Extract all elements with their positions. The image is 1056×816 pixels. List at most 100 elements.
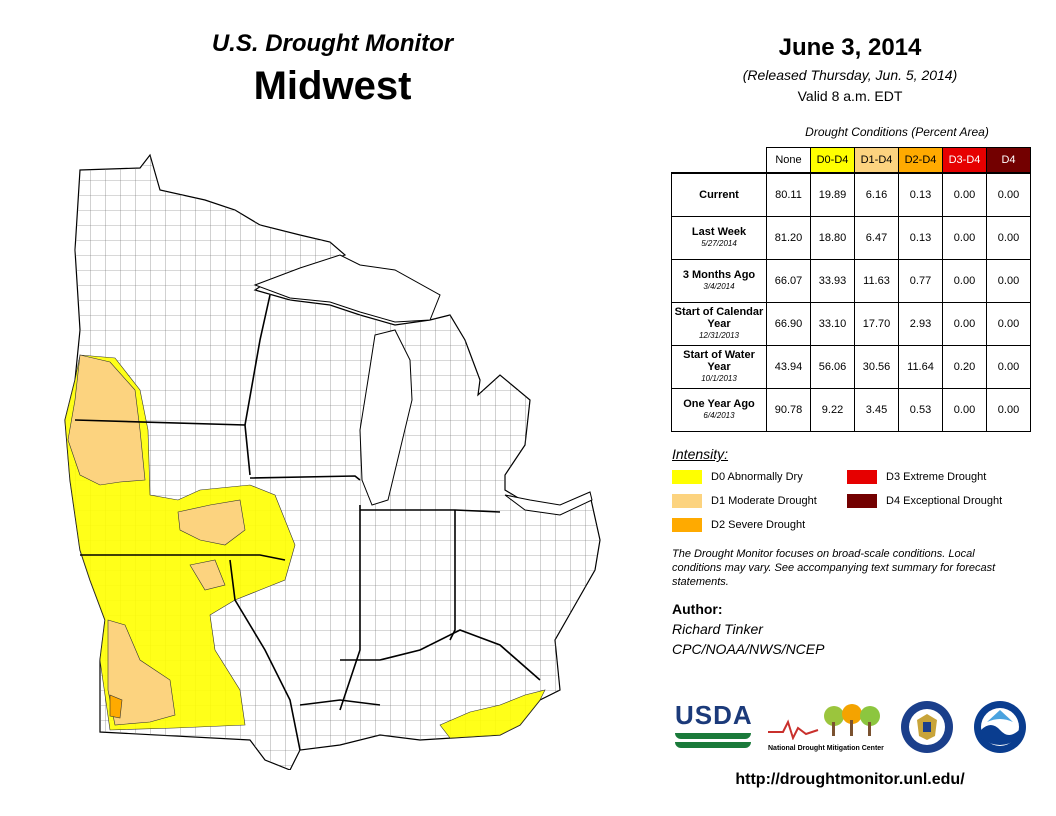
doc-seal-icon [901, 701, 953, 753]
row-label-text: Last Week [691, 226, 747, 238]
row-label: Current [671, 172, 767, 217]
conditions-table: None D0-D4 D1-D4 D2-D4 D3-D4 D4 Current 80.11 1… [671, 147, 1031, 432]
table-cell: 0.00 [942, 259, 987, 303]
lake-erie [504, 491, 593, 516]
valid-time: Valid 8 a.m. EDT [797, 88, 903, 104]
legend-label: D0 Abnormally Dry [711, 471, 803, 483]
column-header: None [766, 147, 811, 174]
row-label: One Year Ago 6/4/2013 [671, 388, 767, 432]
author-org: CPC/NOAA/NWS/NCEP [672, 641, 825, 657]
legend-item: D2 Severe Drought [672, 518, 805, 532]
table-cell: 0.00 [942, 172, 987, 217]
table-corner [672, 148, 767, 174]
table-cell: 56.06 [810, 345, 855, 389]
table-cell: 90.78 [766, 388, 811, 432]
table-cell: 11.64 [898, 345, 943, 389]
table-row: Last Week 5/27/2014 81.20 18.80 6.47 0.13 0.00… [671, 216, 1031, 260]
table-cell: 0.13 [898, 172, 943, 217]
legend-swatch [672, 494, 702, 508]
table-cell: 43.94 [766, 345, 811, 389]
conditions-caption: Drought Conditions (Percent Area) [805, 125, 989, 139]
state-borders [74, 294, 501, 751]
table-cell: 33.93 [810, 259, 855, 303]
table-row: Start of Calendar Year 12/31/2013 66.90 33.… [671, 302, 1031, 346]
table-cell: 30.56 [854, 345, 899, 389]
table-cell: 6.16 [854, 172, 899, 217]
table-cell: 11.63 [854, 259, 899, 303]
table-cell: 18.80 [810, 216, 855, 260]
legend-label: D3 Extreme Drought [886, 471, 987, 483]
release-date: (Released Thursday, Jun. 5, 2014) [742, 67, 958, 83]
legend-item: D0 Abnormally Dry [672, 470, 803, 484]
row-label-text: 3 Months Ago [682, 269, 756, 281]
table-cell: 0.00 [942, 216, 987, 260]
table-cell: 33.10 [810, 302, 855, 346]
table-cell: 0.13 [898, 216, 943, 260]
table-row: One Year Ago 6/4/2013 90.78 9.22 3.45 0.53 0.0… [671, 388, 1031, 432]
table-row: Current 80.11 19.89 6.16 0.13 0.00 0.00 [671, 172, 1031, 217]
row-label-text: One Year Ago [683, 398, 755, 410]
column-header: D3-D4 [942, 147, 987, 174]
table-cell: 66.07 [766, 259, 811, 303]
table-cell: 0.00 [942, 388, 987, 432]
drought-map [64, 153, 601, 770]
ndmc-trees-icon [768, 704, 880, 741]
author-name: Richard Tinker [672, 621, 763, 637]
table-cell: 81.20 [766, 216, 811, 260]
table-cell: 0.00 [986, 345, 1031, 389]
d1-region-central [189, 559, 226, 591]
table-cell: 0.00 [986, 388, 1031, 432]
legend-label: D4 Exceptional Drought [886, 495, 1003, 507]
row-date: 10/1/2013 [701, 374, 737, 383]
column-header: D0-D4 [810, 147, 855, 174]
d2-region [109, 694, 123, 719]
table-cell: 9.22 [810, 388, 855, 432]
row-label-text: Start of Water Year [683, 349, 755, 373]
monitor-title: U.S. Drought Monitor [211, 30, 454, 57]
table-cell: 0.00 [986, 302, 1031, 346]
legend-item: D4 Exceptional Drought [847, 494, 1002, 508]
table-cell: 0.77 [898, 259, 943, 303]
column-header: D2-D4 [898, 147, 943, 174]
table-cell: 3.45 [854, 388, 899, 432]
row-label: Start of Water Year 10/1/2013 [671, 345, 767, 389]
legend-label: D2 Severe Drought [711, 519, 806, 531]
disclaimer-note: The Drought Monitor focuses on broad-sca… [672, 548, 996, 588]
row-date: 6/4/2013 [703, 411, 735, 420]
author-heading: Author: [672, 601, 723, 617]
table-cell: 6.47 [854, 216, 899, 260]
row-label: Start of Calendar Year 12/31/2013 [671, 302, 767, 346]
table-cell: 0.00 [986, 216, 1031, 260]
table-cell: 0.20 [942, 345, 987, 389]
d0-region-southeast [439, 689, 546, 739]
row-label-text: Current [699, 189, 739, 201]
map-date: June 3, 2014 [778, 34, 922, 61]
table-cell: 66.90 [766, 302, 811, 346]
table-cell: 0.00 [942, 302, 987, 346]
usda-logo: USDA [675, 700, 752, 755]
d1-region-iowa [177, 499, 246, 546]
legend-title: Intensity: [672, 446, 729, 462]
noaa-logo-icon [974, 701, 1026, 753]
river-borders [340, 629, 541, 681]
table-cell: 17.70 [854, 302, 899, 346]
website-url[interactable]: http://droughtmonitor.unl.edu/ [735, 771, 965, 788]
table-cell: 19.89 [810, 172, 855, 217]
legend-swatch [847, 470, 877, 484]
table-cell: 0.00 [986, 259, 1031, 303]
legend-item: D1 Moderate Drought [672, 494, 817, 508]
table-row: 3 Months Ago 3/4/2014 66.07 33.93 11.63 0.77 0… [671, 259, 1031, 303]
row-label: 3 Months Ago 3/4/2014 [671, 259, 767, 303]
column-header: D1-D4 [854, 147, 899, 174]
legend-label: D1 Moderate Drought [711, 495, 817, 507]
table-cell: 0.53 [898, 388, 943, 432]
row-label-text: Start of Calendar Year [674, 306, 764, 330]
row-date: 3/4/2014 [703, 282, 735, 291]
ndmc-logo: National Drought Mitigation Center [768, 700, 886, 755]
table-cell: 2.93 [898, 302, 943, 346]
d1-region-north [67, 354, 146, 486]
legend-swatch [672, 470, 702, 484]
table-row: Start of Water Year 10/1/2013 43.94 56.06 30… [671, 345, 1031, 389]
table-cell: 0.00 [986, 172, 1031, 217]
column-header: D4 [986, 147, 1031, 174]
